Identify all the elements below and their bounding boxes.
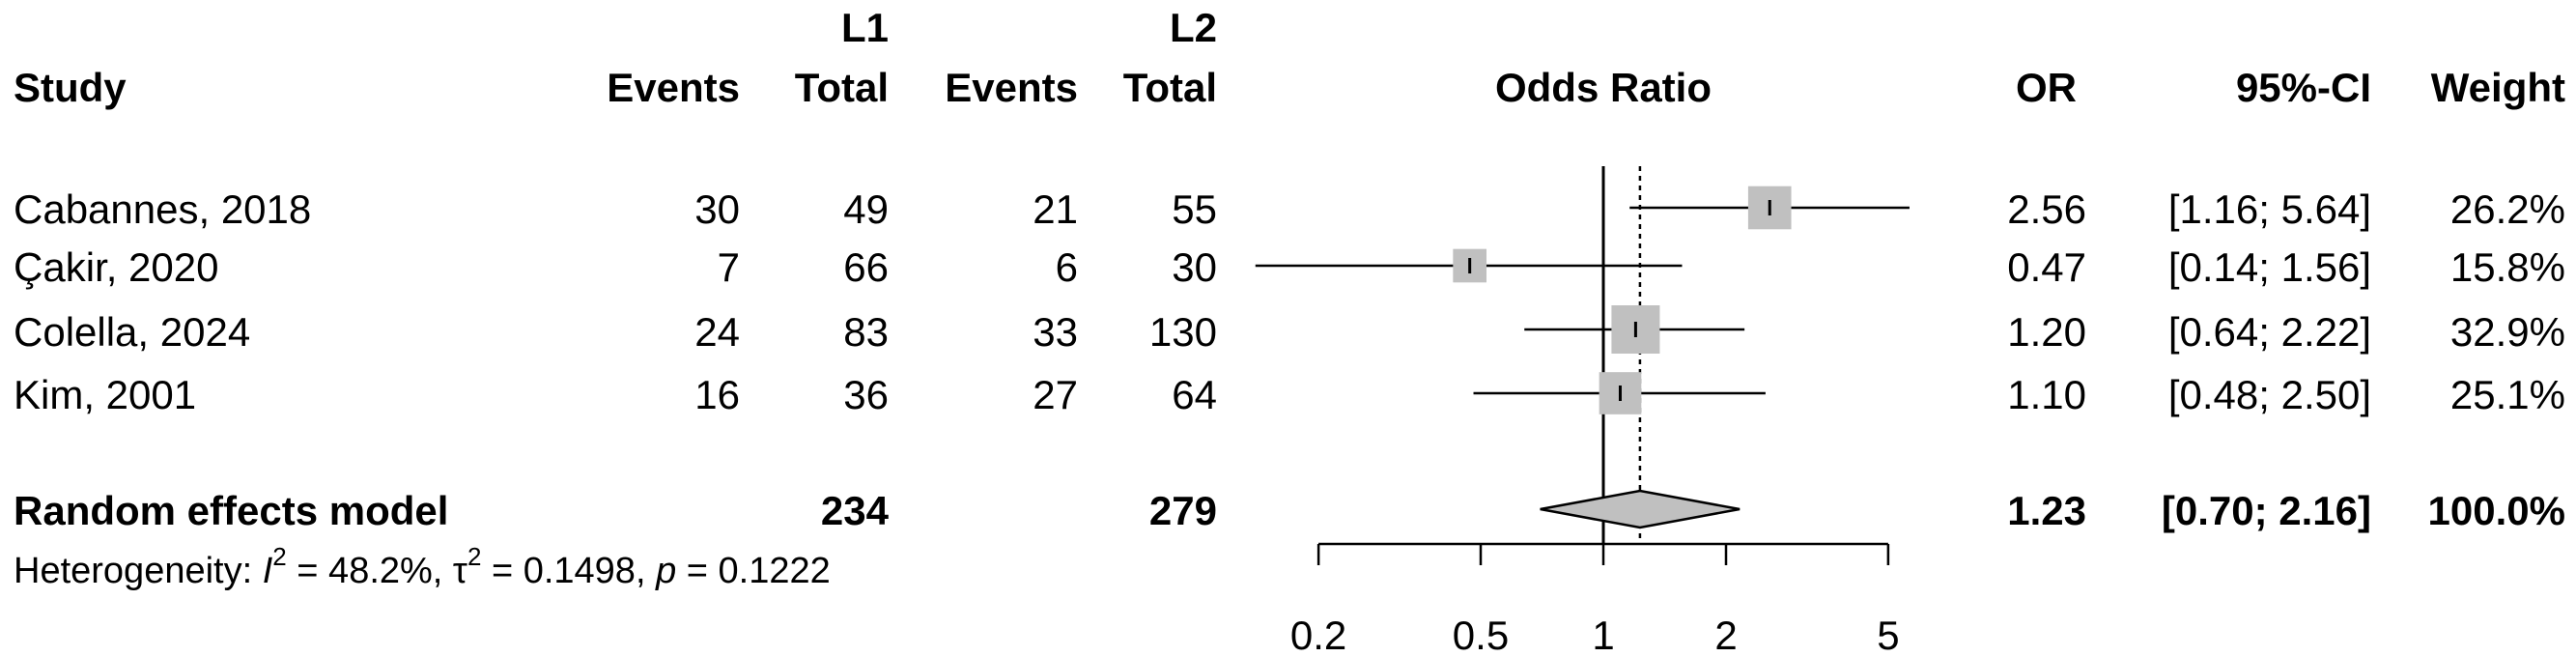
total2-column-header: Total: [1122, 65, 1217, 110]
pooled-weight: 100.0%: [2427, 488, 2565, 533]
study-name: Cabannes, 2018: [14, 186, 312, 232]
total1-column-header: Total: [794, 65, 889, 110]
study-name: Çakir, 2020: [14, 244, 219, 290]
pooled-label: Random effects model: [14, 488, 449, 533]
events1-value: 24: [694, 309, 740, 355]
total2-value: 30: [1172, 244, 1217, 290]
events2-value: 21: [1033, 186, 1078, 232]
total1-value: 49: [843, 186, 889, 232]
ci-value: [1.16; 5.64]: [2167, 186, 2371, 232]
events1-value: 16: [694, 372, 740, 417]
x-axis-tick-label: 0.2: [1290, 613, 1346, 657]
or-column-header: OR: [2016, 65, 2077, 110]
weight-column-header: Weight: [2430, 65, 2565, 110]
events2-column-header: Events: [945, 65, 1078, 110]
pooled-or: 1.23: [2007, 488, 2086, 533]
pooled-total2: 279: [1148, 488, 1217, 533]
study-name: Colella, 2024: [14, 309, 251, 355]
total2-value: 130: [1148, 309, 1217, 355]
total1-value: 66: [843, 244, 889, 290]
pooled-ci: [0.70; 2.16]: [2161, 488, 2371, 533]
pooled-diamond: [1540, 489, 1741, 529]
events2-value: 33: [1033, 309, 1078, 355]
x-axis-tick-label: 5: [1877, 613, 1899, 657]
study-column-header: Study: [14, 65, 127, 110]
total2-value: 55: [1172, 186, 1217, 232]
ci-value: [0.14; 1.56]: [2167, 244, 2371, 290]
group1-header: L1: [840, 5, 889, 50]
x-axis-tick-label: 2: [1714, 613, 1737, 657]
total2-value: 64: [1172, 372, 1217, 417]
total1-value: 36: [843, 372, 889, 417]
odds-ratio-header: Odds Ratio: [1494, 65, 1712, 110]
weight-value: 32.9%: [2449, 309, 2565, 355]
total1-value: 83: [843, 309, 889, 355]
ci-value: [0.64; 2.22]: [2167, 309, 2371, 355]
ci-column-header: 95%-CI: [2235, 65, 2371, 110]
or-value: 2.56: [2007, 186, 2086, 232]
ci-value: [0.48; 2.50]: [2167, 372, 2371, 417]
or-value: 0.47: [2007, 244, 2086, 290]
events2-value: 27: [1033, 372, 1078, 417]
events1-column-header: Events: [607, 65, 740, 110]
x-axis-tick-label: 1: [1592, 613, 1614, 657]
or-value: 1.20: [2007, 309, 2086, 355]
heterogeneity-text: Heterogeneity: I2 = 48.2%, τ2 = 0.1498, …: [14, 542, 831, 591]
study-name: Kim, 2001: [14, 372, 197, 417]
weight-value: 26.2%: [2449, 186, 2565, 232]
events2-value: 6: [1055, 244, 1078, 290]
weight-value: 25.1%: [2449, 372, 2565, 417]
events1-value: 30: [694, 186, 740, 232]
weight-value: 15.8%: [2449, 244, 2565, 290]
group2-header: L2: [1169, 5, 1217, 50]
pooled-total1: 234: [820, 488, 889, 533]
events1-value: 7: [717, 244, 740, 290]
x-axis-tick-label: 0.5: [1453, 613, 1509, 657]
or-value: 1.10: [2007, 372, 2086, 417]
